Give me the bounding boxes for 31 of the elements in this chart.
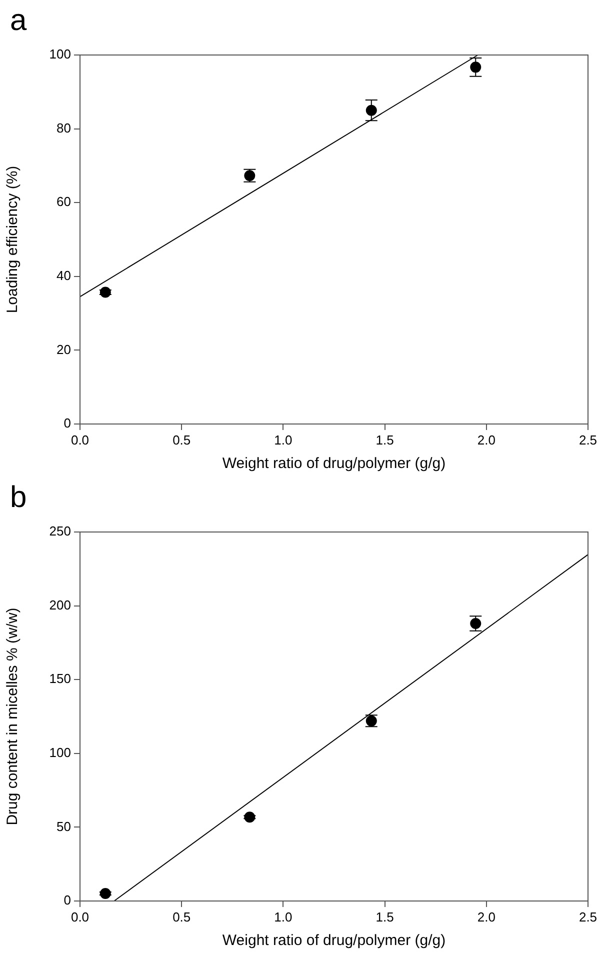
y-tick-label: 20 [56, 342, 71, 357]
x-tick-label: 0.0 [70, 432, 90, 448]
y-tick-label: 100 [49, 744, 71, 760]
y-tick-label: 0 [64, 892, 71, 908]
chart-title: a [10, 4, 27, 37]
point [366, 104, 377, 116]
y-tick-label: 250 [49, 524, 71, 539]
x-axis-title: Weight ratio of drug/polymer (g/g) [222, 455, 446, 472]
x-tick-label: 0.0 [70, 909, 90, 924]
y-tick-label: 60 [56, 194, 71, 210]
x-tick-label: 1.5 [376, 909, 394, 924]
x-tick-label: 1.5 [376, 432, 394, 448]
y-tick-label: 0 [64, 416, 71, 431]
y-tick-label: 100 [49, 46, 71, 62]
x-tick-label: 2.0 [477, 909, 496, 924]
y-tick-label: 200 [49, 597, 71, 612]
x-tick-label: 1.0 [274, 432, 292, 448]
x-tick-label: 2.0 [477, 432, 496, 448]
y-axis-title: Drug content in micelles % (w/w) [4, 608, 22, 826]
x-tick-label: 0.5 [172, 909, 191, 924]
x-tick-label: 0.5 [172, 432, 191, 448]
x-axis-title: Weight ratio of drug/polymer (g/g) [222, 932, 446, 950]
y-tick-label: 80 [56, 120, 71, 136]
y-tick-label: 150 [49, 671, 71, 686]
x-tick-label: 2.5 [578, 909, 598, 924]
y-axis-title: Loading efficiency (%) [4, 166, 22, 314]
chart-title: b [10, 481, 27, 514]
x-tick-label: 1.0 [274, 909, 292, 924]
y-tick-label: 50 [56, 818, 71, 834]
x-tick-label: 2.5 [578, 432, 598, 448]
y-tick-label: 40 [56, 268, 71, 283]
